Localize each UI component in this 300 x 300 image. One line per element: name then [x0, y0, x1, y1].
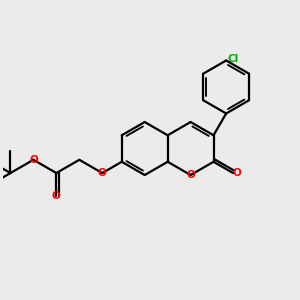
- Text: O: O: [232, 168, 241, 178]
- Text: O: O: [29, 155, 38, 165]
- Text: O: O: [52, 190, 61, 201]
- Text: O: O: [98, 168, 106, 178]
- Text: Cl: Cl: [228, 54, 239, 64]
- Text: O: O: [186, 170, 195, 180]
